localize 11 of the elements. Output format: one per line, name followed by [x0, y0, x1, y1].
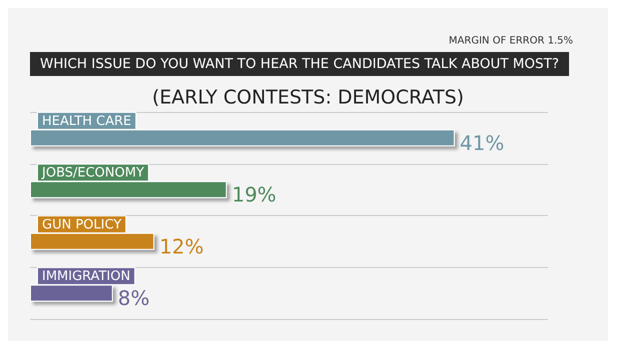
data-label: 8% — [118, 286, 150, 310]
chart-subtitle: (EARLY CONTESTS: DEMOCRATS) — [152, 86, 464, 108]
chart-title: WHICH ISSUE DO YOU WANT TO HEAR THE CANDIDATES TALK ABOUT MOST? — [40, 56, 560, 72]
text: MARGIN OF ERROR 1.5% — [448, 36, 574, 46]
y-tick-label: GUN POLICY — [42, 217, 122, 232]
data-label: 12% — [159, 234, 204, 258]
y-tick-label: HEALTH CARE — [42, 114, 132, 129]
y-tick-label: JOBS/ECONOMY — [41, 166, 144, 181]
y-tick-label: IMMIGRATION — [42, 269, 130, 284]
data-label: 41% — [460, 130, 504, 155]
data-label: 19% — [232, 182, 276, 207]
